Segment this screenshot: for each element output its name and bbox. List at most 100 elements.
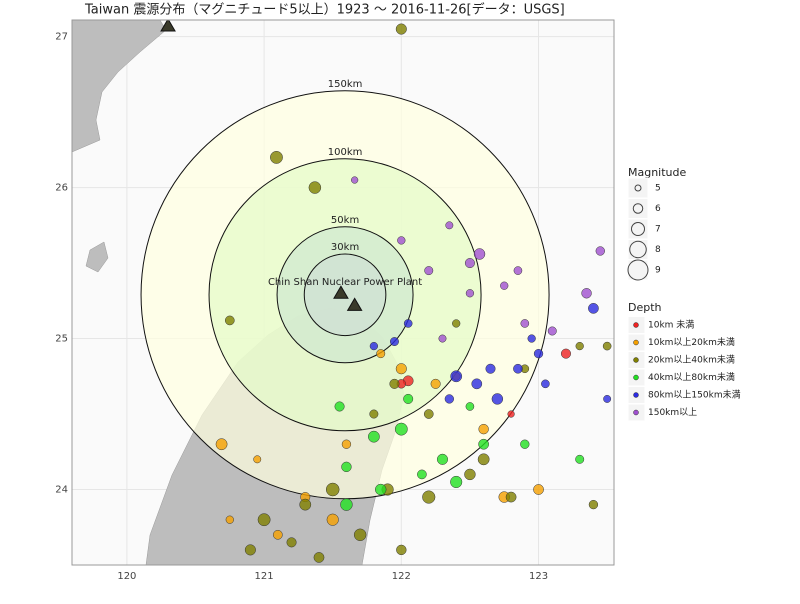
ring-label: 100km	[328, 147, 363, 158]
legend-label: 10km 未満	[648, 319, 694, 331]
legend-swatch	[633, 339, 639, 346]
ring-label: 50km	[331, 215, 359, 226]
quake-point	[464, 258, 475, 269]
x-tick-label: 123	[529, 571, 548, 582]
size-legend-label: 5	[655, 184, 661, 194]
quake-point	[286, 537, 297, 548]
quake-point	[270, 150, 283, 164]
size-legend-label: 7	[655, 225, 661, 235]
legend-label: 150km以上	[648, 407, 697, 418]
quake-point	[513, 363, 523, 374]
quake-point	[588, 499, 599, 510]
quake-point	[485, 363, 496, 374]
legend-swatch	[633, 392, 639, 398]
quake-point	[340, 498, 353, 511]
quake-point	[500, 281, 509, 290]
y-tick-label: 25	[55, 334, 68, 345]
quake-point	[224, 315, 235, 326]
legend-swatch	[633, 357, 639, 363]
size-legend-title: Magnitude	[628, 166, 687, 179]
quake-point	[313, 552, 325, 563]
size-legend-mark	[634, 184, 642, 192]
quake-point	[533, 484, 544, 495]
quake-point	[491, 393, 504, 405]
quake-point	[396, 544, 407, 556]
legend-title: Depth	[628, 301, 662, 314]
quake-point	[341, 461, 352, 473]
quake-point	[389, 378, 400, 389]
quake-point	[430, 378, 441, 389]
x-tick-label: 122	[392, 571, 411, 582]
quake-point	[477, 453, 490, 466]
y-tick-label: 26	[55, 183, 68, 194]
quake-point	[595, 246, 605, 256]
quake-point	[367, 430, 380, 443]
quake-point	[438, 334, 447, 343]
quake-point	[417, 469, 427, 480]
quake-point	[450, 475, 463, 489]
quake-point	[253, 455, 262, 464]
quake-point	[244, 544, 256, 556]
quake-point	[215, 438, 228, 451]
quake-point	[588, 303, 599, 314]
legend-swatch	[633, 409, 639, 416]
quake-point	[326, 513, 339, 526]
quake-point	[465, 289, 475, 298]
size-legend-label: 8	[655, 245, 661, 255]
quake-point	[423, 409, 434, 419]
quake-point	[369, 341, 378, 351]
quake-point	[450, 370, 463, 383]
quake-point	[334, 401, 345, 412]
legend-swatch	[633, 322, 639, 328]
quake-point	[445, 221, 454, 230]
quake-point	[478, 423, 489, 435]
quake-point	[471, 378, 483, 390]
quake-point	[308, 181, 322, 194]
panel-border	[71, 19, 615, 566]
legend-key	[627, 239, 649, 260]
quake-point	[325, 482, 340, 497]
chart-title: Taiwan 震源分布（マグニチュード5以上）1923 ～ 2016-11-26…	[84, 2, 565, 18]
quake-point	[547, 326, 557, 336]
quake-point	[353, 528, 367, 542]
quake-point	[225, 515, 234, 524]
quake-point	[272, 529, 283, 540]
legend-swatch	[633, 374, 639, 381]
y-tick-label: 24	[55, 485, 68, 496]
quake-point	[444, 394, 454, 404]
quake-point	[478, 438, 489, 450]
quake-point	[299, 498, 312, 511]
quake-point	[560, 348, 571, 359]
quake-point	[464, 468, 476, 481]
quake-point	[575, 341, 584, 351]
quake-point	[520, 439, 530, 449]
quake-point	[436, 453, 449, 465]
legend-label: 40km以上80km未満	[648, 371, 735, 383]
quake-point	[397, 236, 406, 245]
quake-point	[505, 491, 517, 503]
size-legend-mark	[629, 240, 647, 259]
quake-point	[602, 341, 612, 351]
y-tick-label: 27	[55, 32, 68, 43]
x-tick-label: 120	[117, 571, 136, 582]
plant-label: Chin Shan Nuclear Power Plant	[268, 277, 422, 288]
x-tick-label: 121	[255, 571, 274, 582]
size-legend-label: 9	[655, 266, 661, 276]
legend-label: 20km以上40km未満	[648, 354, 735, 366]
size-legend-mark	[631, 222, 645, 236]
quake-point	[389, 337, 399, 347]
quake-point	[520, 319, 530, 328]
quake-point	[513, 266, 523, 275]
quake-point	[533, 348, 544, 359]
quake-point	[424, 266, 434, 276]
quake-point	[375, 483, 387, 496]
quake-point	[507, 410, 515, 418]
quake-point	[575, 454, 585, 464]
size-legend-mark	[632, 203, 644, 214]
quake-point	[603, 394, 612, 403]
plant-marker	[346, 297, 363, 311]
legend-key	[627, 198, 649, 219]
ring-label: 30km	[331, 242, 359, 253]
quake-point	[376, 349, 386, 359]
quake-point	[422, 490, 436, 504]
